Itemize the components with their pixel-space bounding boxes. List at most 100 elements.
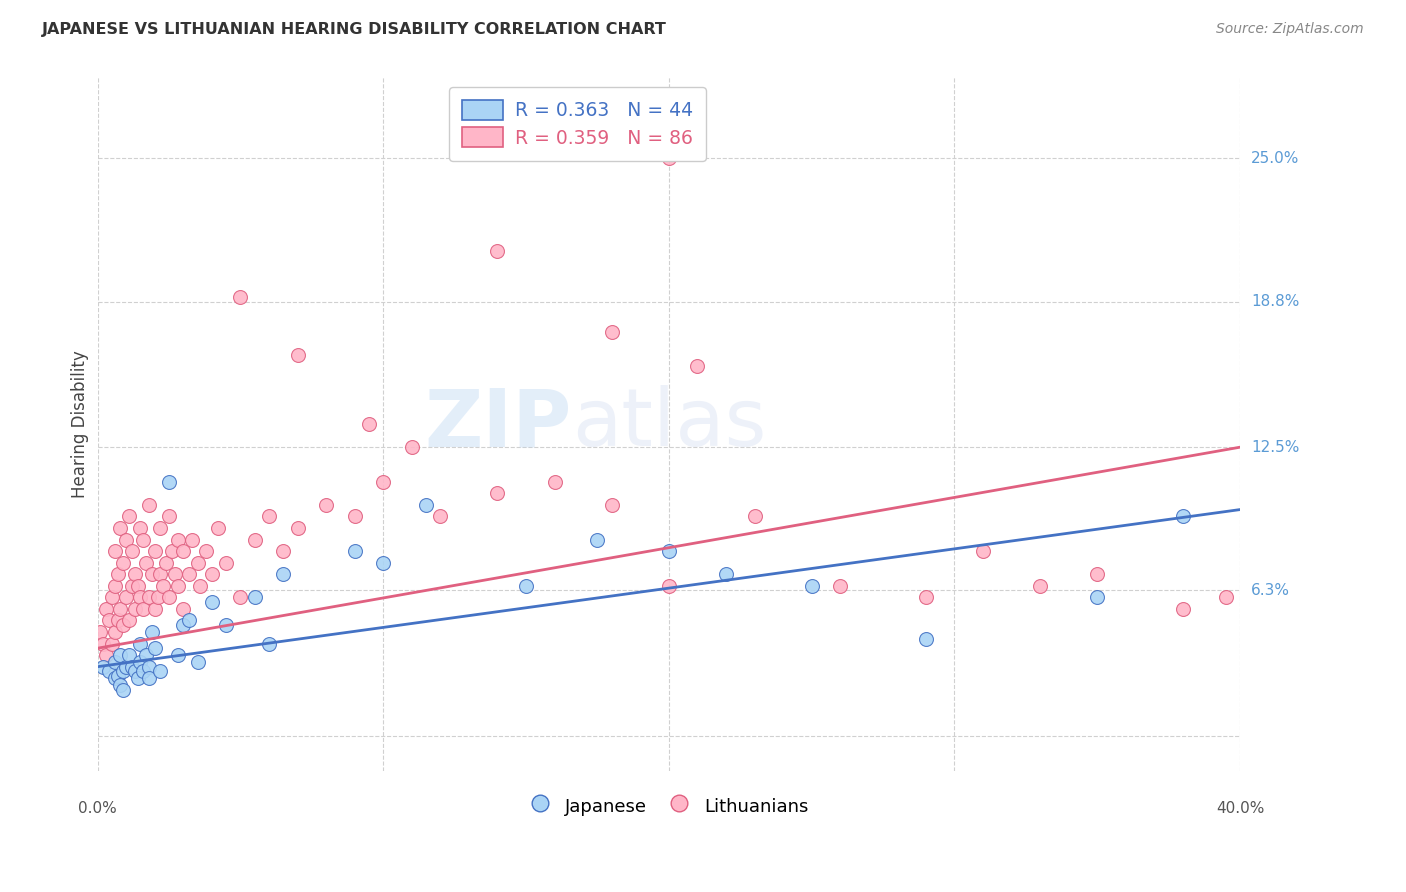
Point [1085, 567, 1108, 582]
Point [415, 498, 437, 512]
Point [110, 602, 132, 616]
Point [101, 637, 124, 651]
Legend: Japanese, Lithuanians: Japanese, Lithuanians [522, 788, 817, 824]
Point [141, 625, 163, 640]
Point [129, 591, 152, 605]
Point [166, 579, 188, 593]
Point [112, 556, 135, 570]
Point [112, 665, 135, 679]
Point [152, 579, 174, 593]
Point [135, 556, 157, 570]
Point [118, 614, 141, 628]
Point [201, 595, 224, 609]
Point [201, 567, 224, 582]
Point [195, 544, 218, 558]
Point [257, 509, 280, 524]
Point [121, 659, 143, 673]
Text: 18.8%: 18.8% [1251, 294, 1299, 310]
Point [107, 614, 129, 628]
Point [287, 348, 309, 362]
Point [287, 521, 309, 535]
Point [157, 475, 180, 489]
Point [915, 591, 938, 605]
Point [132, 533, 155, 547]
Text: 0.0%: 0.0% [79, 801, 117, 816]
Point [172, 544, 194, 558]
Point [190, 579, 212, 593]
Point [107, 669, 129, 683]
Point [180, 533, 202, 547]
Point [586, 533, 609, 547]
Point [101, 591, 124, 605]
Point [229, 591, 252, 605]
Point [94, 648, 117, 662]
Point [800, 579, 823, 593]
Point [132, 602, 155, 616]
Point [91, 659, 114, 673]
Point [172, 618, 194, 632]
Point [543, 475, 565, 489]
Point [138, 671, 160, 685]
Text: JAPANESE VS LITHUANIAN HEARING DISABILITY CORRELATION CHART: JAPANESE VS LITHUANIAN HEARING DISABILIT… [42, 22, 666, 37]
Point [600, 325, 623, 339]
Text: 40.0%: 40.0% [1216, 801, 1264, 816]
Point [486, 486, 509, 500]
Point [187, 556, 209, 570]
Point [129, 521, 152, 535]
Point [98, 665, 121, 679]
Point [830, 579, 852, 593]
Point [972, 544, 994, 558]
Point [1171, 509, 1194, 524]
Point [166, 533, 188, 547]
Point [110, 648, 132, 662]
Point [1215, 591, 1237, 605]
Point [129, 637, 152, 651]
Point [115, 591, 138, 605]
Point [104, 579, 127, 593]
Point [112, 682, 135, 697]
Point [115, 533, 138, 547]
Point [121, 579, 143, 593]
Point [143, 641, 166, 656]
Point [658, 151, 681, 165]
Point [157, 591, 180, 605]
Point [515, 579, 537, 593]
Point [143, 602, 166, 616]
Point [1029, 579, 1052, 593]
Point [177, 567, 200, 582]
Text: Source: ZipAtlas.com: Source: ZipAtlas.com [1216, 22, 1364, 37]
Point [600, 498, 623, 512]
Point [118, 648, 141, 662]
Point [658, 544, 681, 558]
Point [177, 614, 200, 628]
Point [124, 602, 146, 616]
Point [343, 509, 366, 524]
Point [149, 567, 172, 582]
Text: ZIP: ZIP [425, 385, 572, 463]
Point [104, 625, 127, 640]
Point [744, 509, 766, 524]
Point [112, 618, 135, 632]
Point [138, 498, 160, 512]
Y-axis label: Hearing Disability: Hearing Disability [72, 351, 89, 498]
Text: atlas: atlas [572, 385, 766, 463]
Point [104, 655, 127, 669]
Point [187, 655, 209, 669]
Point [110, 521, 132, 535]
Point [124, 665, 146, 679]
Point [157, 509, 180, 524]
Point [343, 544, 366, 558]
Point [429, 509, 451, 524]
Point [486, 244, 509, 258]
Point [160, 544, 183, 558]
Point [118, 509, 141, 524]
Point [207, 521, 229, 535]
Point [243, 591, 266, 605]
Point [143, 544, 166, 558]
Point [110, 678, 132, 692]
Point [401, 440, 423, 454]
Point [172, 602, 194, 616]
Point [215, 556, 238, 570]
Point [149, 665, 172, 679]
Point [141, 567, 163, 582]
